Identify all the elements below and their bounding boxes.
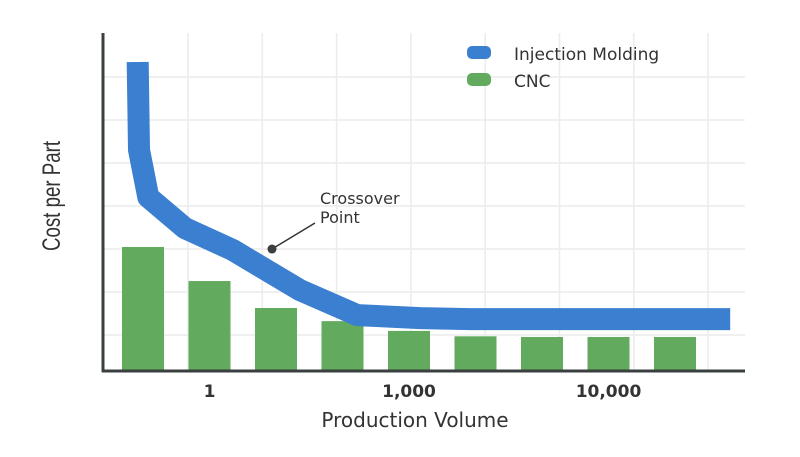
cnc-bar [654, 336, 696, 370]
cnc-bar [454, 336, 497, 370]
cnc-bar [255, 307, 297, 370]
injection-molding-curve [126, 61, 731, 331]
annotation-text-line-1: Crossover [320, 189, 400, 208]
legend: Injection Molding CNC [467, 45, 659, 92]
annotation-text-line-2: Point [320, 208, 360, 227]
cnc-bars [122, 246, 696, 370]
crossover-annotation: Crossover Point [267, 189, 400, 254]
cnc-bar [388, 330, 430, 370]
grid [103, 33, 745, 370]
x-axis-label: Production Volume [321, 408, 508, 432]
cnc-bar [188, 281, 231, 370]
y-axis-label: Cost per Part [37, 140, 65, 251]
x-tick-label: 1 [204, 382, 216, 402]
cnc-bar [321, 321, 364, 370]
annotation-leader-line [271, 222, 316, 250]
cnc-bar [521, 336, 563, 370]
legend-label-injection-molding: Injection Molding [514, 45, 659, 65]
legend-swatch-cnc [467, 73, 491, 86]
cnc-bar [122, 246, 164, 370]
x-tick-label: 10,000 [576, 382, 642, 402]
legend-label-cnc: CNC [514, 72, 550, 92]
x-tick-label: 1,000 [382, 382, 436, 402]
legend-swatch-injection-molding [467, 46, 491, 59]
annotation-marker [267, 244, 277, 254]
x-tick-labels: 1 1,000 10,000 [204, 382, 642, 402]
cnc-bar [587, 336, 630, 370]
